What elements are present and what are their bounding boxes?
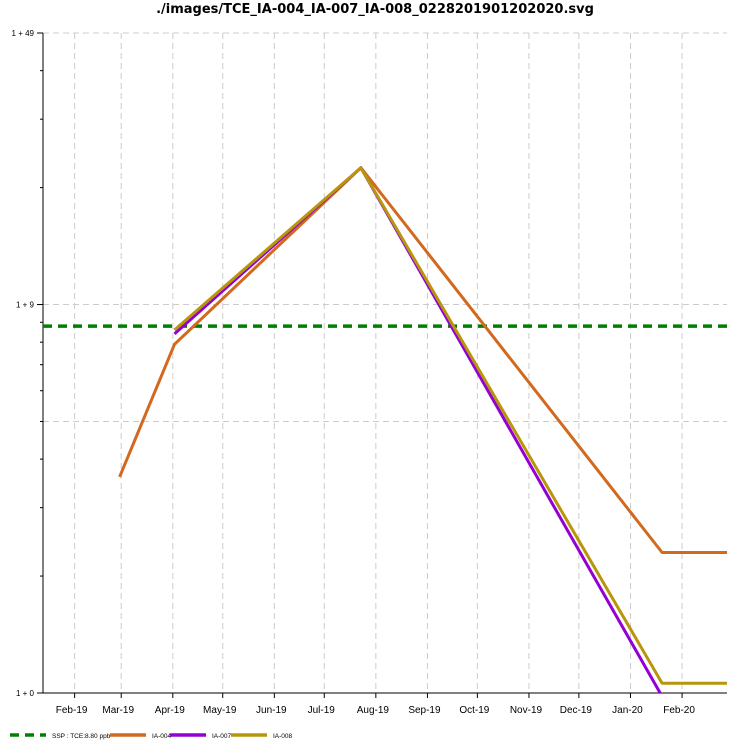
x-tick-label: Feb-19 xyxy=(56,705,88,716)
x-tick-label: Jul-19 xyxy=(308,705,336,716)
x-tick-label: Jun-19 xyxy=(256,705,287,716)
x-tick-label: May-19 xyxy=(203,705,237,716)
x-tick-label: Sep-19 xyxy=(408,705,441,716)
x-tick-label: Dec-19 xyxy=(560,705,593,716)
x-tick-label: Aug-19 xyxy=(357,705,390,716)
x-tick-label: Oct-19 xyxy=(459,705,489,716)
x-tick-label: Mar-19 xyxy=(102,705,134,716)
x-tick-label: Nov-19 xyxy=(510,705,543,716)
x-tick-label: Apr-19 xyxy=(155,705,185,716)
x-tick-label: Feb-20 xyxy=(663,705,695,716)
y-tick-label: 1 + 49 xyxy=(12,29,35,38)
x-tick-label: Jan-20 xyxy=(612,705,643,716)
series-line-ia-007 xyxy=(173,166,662,693)
legend-threshold-label: SSP : TCE:8.80 ppb xyxy=(52,733,111,740)
y-tick-label: 1 + 0 xyxy=(16,689,35,698)
legend-ia-008-label: IA-008 xyxy=(273,733,293,740)
legend-ia-007-label: IA-007 xyxy=(212,733,232,740)
chart-title: ./images/TCE_IA-004_IA-007_IA-008_022820… xyxy=(156,2,594,17)
y-tick-label: 1 + 9 xyxy=(16,301,35,310)
series-line-ia-004 xyxy=(118,166,727,554)
series-line-ia-008 xyxy=(173,166,727,685)
legend-ia-004-label: IA-004 xyxy=(152,733,172,740)
